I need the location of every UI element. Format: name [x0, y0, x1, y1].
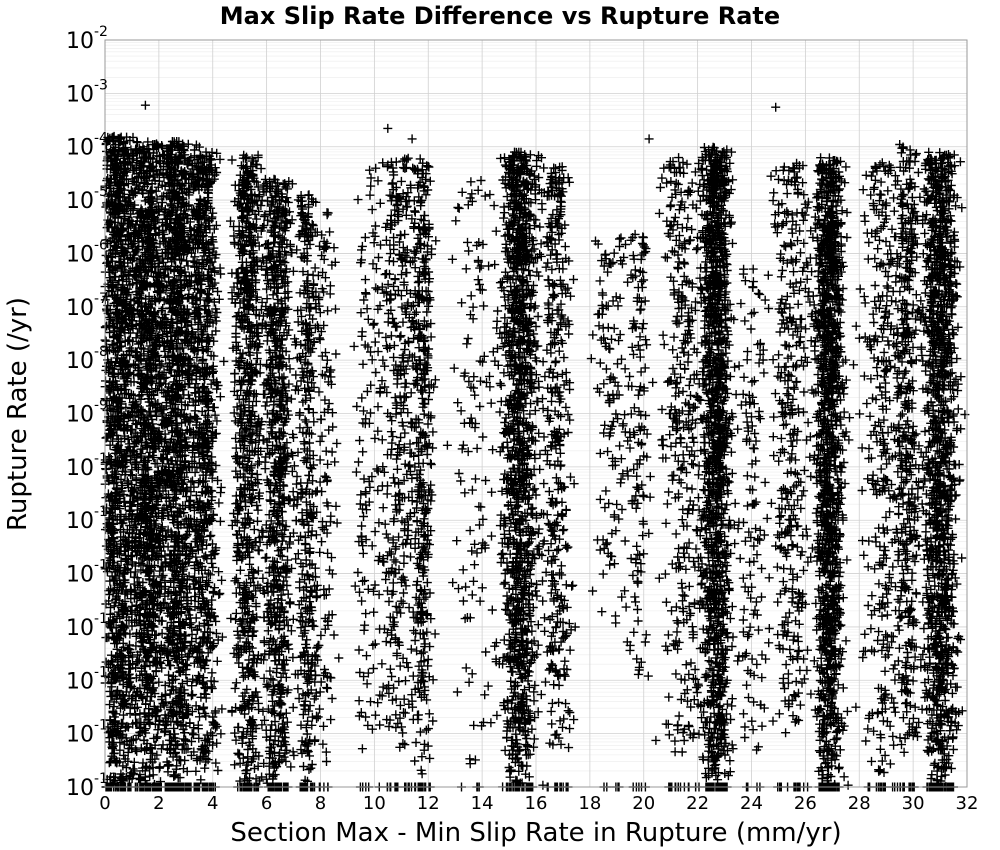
y-tick-label: 10-5	[66, 184, 108, 214]
x-tick-label: 22	[686, 793, 709, 814]
y-tick-label: 10-13	[66, 611, 117, 641]
x-tick-label: 30	[902, 793, 925, 814]
y-tick-label: 10-7	[66, 291, 108, 321]
y-tick-label: 10-6	[66, 237, 108, 267]
x-tick-label: 28	[848, 793, 871, 814]
x-tick-label: 2	[153, 793, 164, 814]
x-tick-label: 18	[578, 793, 601, 814]
y-tick-label: 10-4	[66, 131, 108, 161]
y-tick-label: 10-2	[66, 24, 108, 54]
x-tick-label: 16	[525, 793, 548, 814]
plot-frame	[104, 39, 968, 788]
x-tick-label: 24	[740, 793, 763, 814]
x-tick-label: 6	[261, 793, 272, 814]
x-tick-label: 14	[471, 793, 494, 814]
x-tick-label: 20	[632, 793, 655, 814]
x-tick-label: 0	[99, 793, 110, 814]
y-tick-label: 10-8	[66, 344, 108, 374]
x-tick-label: 32	[956, 793, 979, 814]
x-tick-label: 4	[207, 793, 218, 814]
y-tick-label: 10-15	[66, 718, 117, 748]
x-axis-ticks: 0 2 4 6 8 10 12 14 16 18 20 22 24 26 28 30 32	[99, 793, 978, 814]
x-axis-title: Section Max - Min Slip Rate in Rupture (…	[230, 818, 841, 848]
y-axis-title: Rupture Rate (/yr)	[3, 297, 33, 531]
y-tick-label: 10-9	[66, 398, 108, 428]
y-tick-label: 10-12	[66, 558, 117, 588]
x-tick-label: 26	[794, 793, 817, 814]
x-tick-label: 8	[315, 793, 326, 814]
y-tick-label: 10-16	[66, 771, 117, 801]
x-tick-label: 10	[363, 793, 386, 814]
y-axis-ticks: 10-16 10-15 10-14 10-13 10-12 10-11 10-10 10-9 1…	[66, 24, 117, 801]
x-tick-label: 12	[417, 793, 440, 814]
y-tick-label: 10-3	[66, 77, 108, 107]
y-tick-label: 10-14	[66, 664, 117, 694]
chart-title: Max Slip Rate Difference vs Rupture Rate	[220, 2, 780, 30]
y-tick-label: 10-10	[66, 451, 117, 481]
y-tick-label: 10-11	[66, 504, 117, 534]
